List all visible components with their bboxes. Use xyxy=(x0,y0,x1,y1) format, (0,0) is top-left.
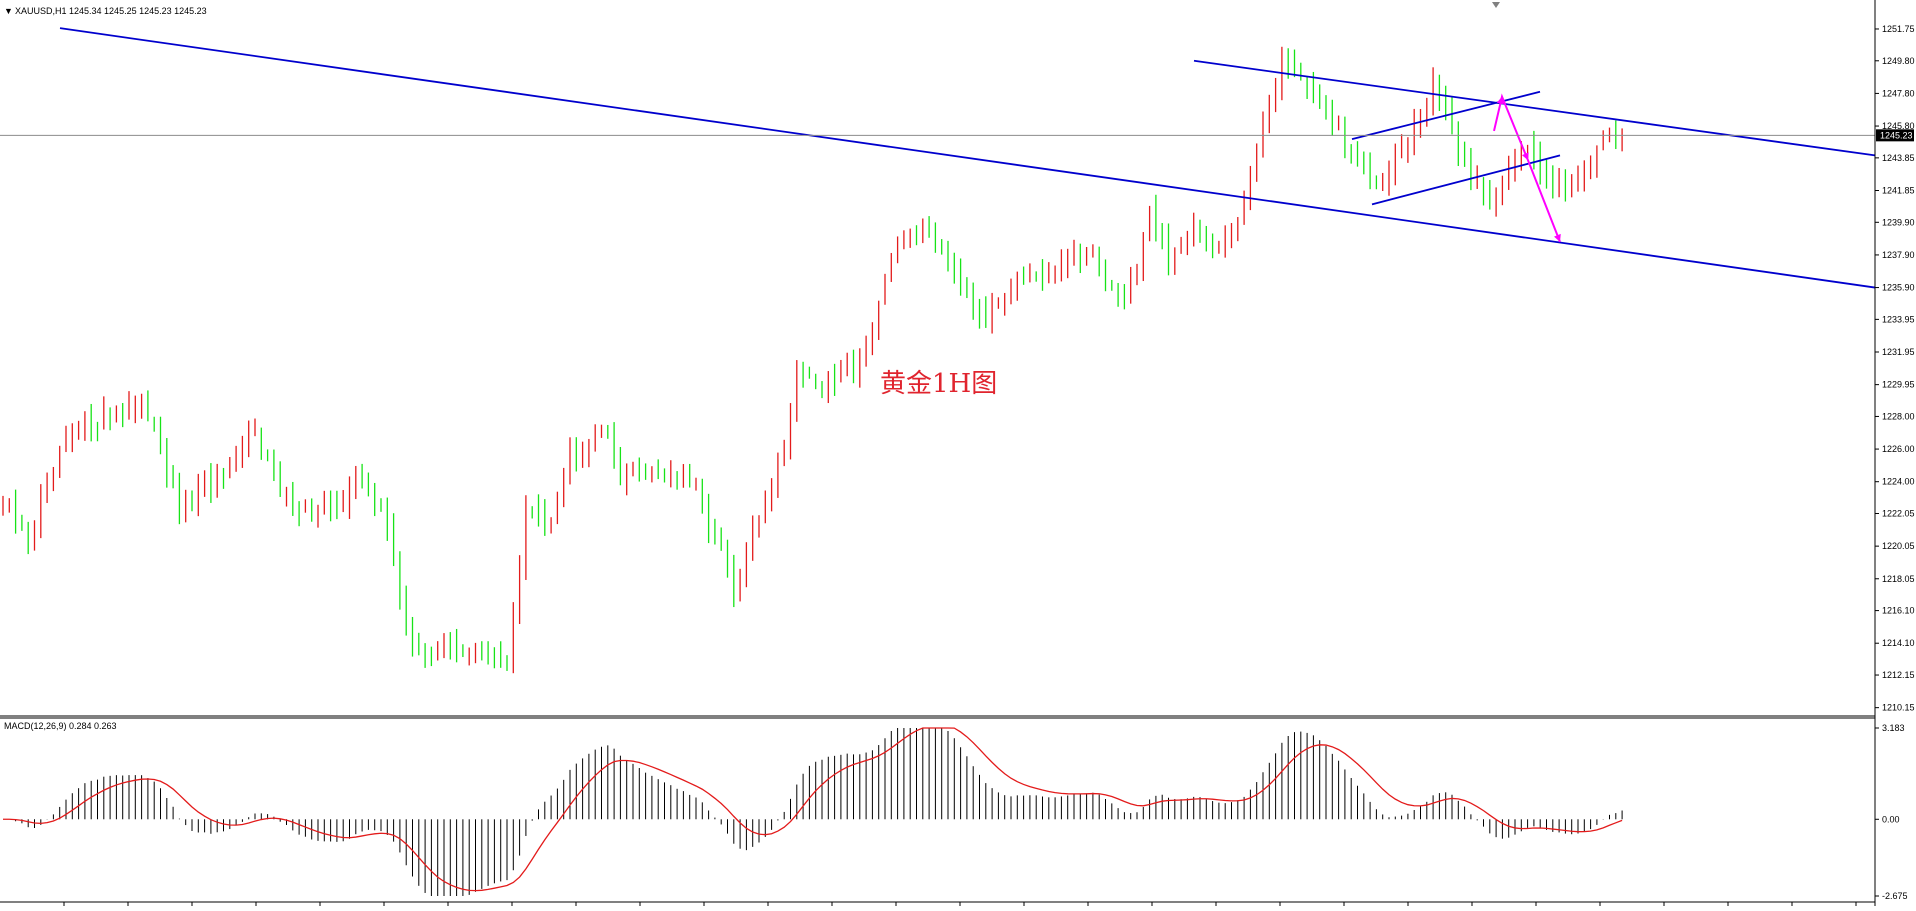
macd-label: MACD(12,26,9) 0.284 0.263 xyxy=(4,721,117,731)
channel-upper-line[interactable] xyxy=(1193,59,1876,157)
annotation-layer: 黄金1H图 xyxy=(880,369,997,399)
macd-axis[interactable]: 3.183 0.00 -2.675 xyxy=(1875,723,1908,901)
price-tick-label: 1222.05 xyxy=(1882,509,1915,519)
price-tick-label: 1241.85 xyxy=(1882,185,1915,195)
price-tick-label: 1249.80 xyxy=(1882,56,1915,66)
price-tick-label: 1226.00 xyxy=(1882,444,1915,454)
price-tick-label: 1251.75 xyxy=(1882,24,1915,34)
chart-annotation: 黄金1H图 xyxy=(880,369,997,399)
macd-tick-label: 0.00 xyxy=(1882,814,1900,824)
trendlines xyxy=(59,27,1876,289)
price-tick-label: 1210.15 xyxy=(1882,703,1915,713)
price-tick-label: 1231.95 xyxy=(1882,347,1915,357)
arrow-head-icon xyxy=(1554,233,1561,242)
macd-tick-label: 3.183 xyxy=(1882,723,1905,733)
price-tick-label: 1247.80 xyxy=(1882,88,1915,98)
price-tick-label: 1239.90 xyxy=(1882,217,1915,227)
time-axis[interactable] xyxy=(63,902,1857,906)
price-tick-label: 1216.10 xyxy=(1882,606,1915,616)
price-tick-label: 1212.15 xyxy=(1882,670,1915,680)
price-tick-label: 1218.05 xyxy=(1882,574,1915,584)
macd-signal-line xyxy=(2,727,1623,892)
macd-signal-path xyxy=(2,727,1623,892)
price-tick-label: 1233.95 xyxy=(1882,314,1915,324)
price-tick-label: 1235.90 xyxy=(1882,283,1915,293)
price-tick-label: 1220.05 xyxy=(1882,541,1915,551)
price-tick-label: 1243.85 xyxy=(1882,153,1915,163)
price-tick-label: 1229.95 xyxy=(1882,380,1915,390)
price-tick-label: 1224.00 xyxy=(1882,477,1915,487)
arrow-head-icon xyxy=(1521,152,1529,161)
arrow-head-icon xyxy=(1496,96,1504,105)
header-arrow-icon[interactable]: ▼ xyxy=(4,6,13,16)
candlestick-series xyxy=(2,46,1623,674)
price-tick-label: 1237.90 xyxy=(1882,250,1915,260)
price-axis[interactable]: 1251.75 1249.80 1247.80 1245.80 1243.85 1241.… xyxy=(0,24,1915,713)
current-price-badge xyxy=(1876,129,1914,142)
price-tick-label: 1214.10 xyxy=(1882,638,1915,648)
projection-arrow[interactable] xyxy=(1493,93,1561,243)
price-tick-label: 1245.80 xyxy=(1882,121,1915,131)
macd-panel[interactable]: MACD(12,26,9) 0.284 0.263 xyxy=(2,721,1623,896)
symbol-header: ▼ XAUUSD,H1 1245.34 1245.25 1245.23 1245… xyxy=(4,6,207,16)
macd-histogram xyxy=(8,728,1623,896)
price-tick-label: 1228.00 xyxy=(1882,411,1915,421)
symbol-header-text: XAUUSD,H1 1245.34 1245.25 1245.23 1245.2… xyxy=(15,6,207,16)
channel-lower-line[interactable] xyxy=(59,27,1876,289)
scroll-marker-icon[interactable] xyxy=(1492,2,1500,8)
current-price-label: 1245.23 xyxy=(1880,130,1913,140)
wedge-upper-line[interactable] xyxy=(1351,90,1541,140)
macd-tick-label: -2.675 xyxy=(1882,891,1908,901)
